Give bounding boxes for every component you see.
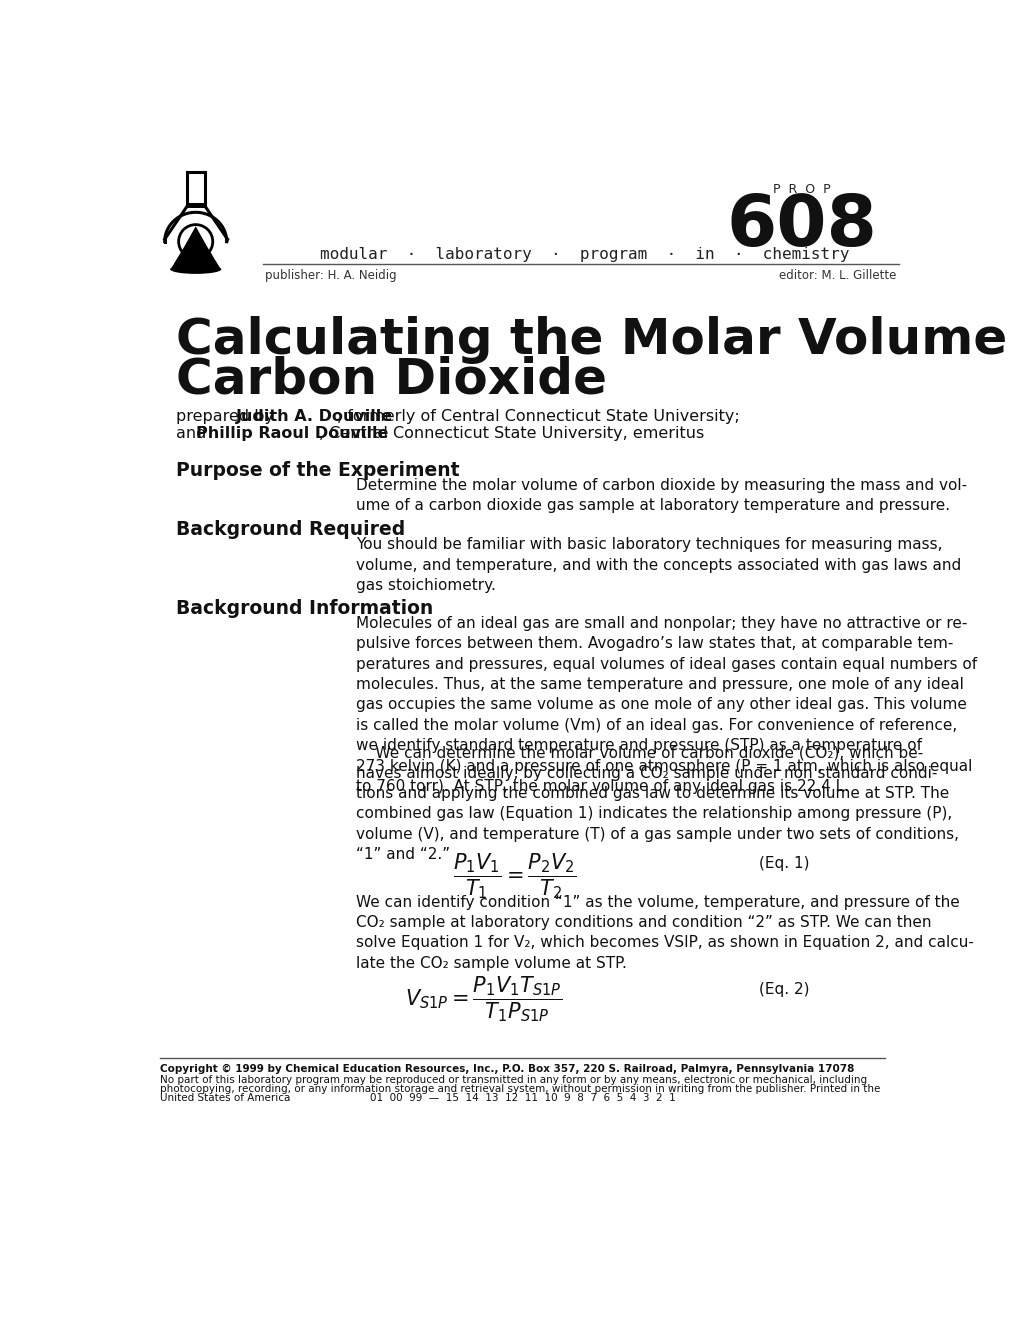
- Text: and: and: [175, 426, 211, 441]
- Text: Calculating the Molar Volume of: Calculating the Molar Volume of: [175, 317, 1019, 364]
- Text: Molecules of an ideal gas are small and nonpolar; they have no attractive or re-: Molecules of an ideal gas are small and …: [356, 615, 976, 795]
- Text: photocopying, recording, or any information storage and retrieval system, withou: photocopying, recording, or any informat…: [160, 1084, 879, 1094]
- Text: Copyright © 1999 by Chemical Education Resources, Inc., P.O. Box 357, 220 S. Rai: Copyright © 1999 by Chemical Education R…: [160, 1064, 854, 1074]
- Text: modular  ·  laboratory  ·  program  ·  in  ·  chemistry: modular · laboratory · program · in · ch…: [320, 247, 849, 261]
- Polygon shape: [185, 226, 206, 244]
- Text: Purpose of the Experiment: Purpose of the Experiment: [175, 461, 459, 480]
- Text: Judith A. Douville: Judith A. Douville: [235, 409, 392, 425]
- Text: $\dfrac{P_1V_1}{T_1} = \dfrac{P_2V_2}{T_2}$: $\dfrac{P_1V_1}{T_1} = \dfrac{P_2V_2}{T_…: [452, 851, 576, 902]
- Text: $V_{S1P} = \dfrac{P_1V_1T_{S1P}}{T_1P_{S1P}}$: $V_{S1P} = \dfrac{P_1V_1T_{S1P}}{T_1P_{S…: [405, 974, 562, 1024]
- Text: publisher: H. A. Neidig: publisher: H. A. Neidig: [265, 268, 396, 281]
- Text: Phillip Raoul Douville: Phillip Raoul Douville: [196, 426, 387, 441]
- Text: No part of this laboratory program may be reproduced or transmitted in any form : No part of this laboratory program may b…: [160, 1074, 866, 1085]
- Text: editor: M. L. Gillette: editor: M. L. Gillette: [779, 268, 896, 281]
- Text: , formerly of Central Connecticut State University;: , formerly of Central Connecticut State …: [336, 409, 739, 425]
- Text: (Eq. 2): (Eq. 2): [758, 982, 809, 998]
- Text: 01  00  99  —  15  14  13  12  11  10  9  8  7  6  5  4  3  2  1: 01 00 99 — 15 14 13 12 11 10 9 8 7 6 5 4…: [370, 1093, 675, 1104]
- Text: You should be familiar with basic laboratory techniques for measuring mass,
volu: You should be familiar with basic labora…: [356, 537, 961, 593]
- Bar: [187, 203, 205, 207]
- Text: P  R  O  P: P R O P: [772, 183, 829, 197]
- Ellipse shape: [170, 264, 221, 273]
- Text: , Central Connecticut State University, emeritus: , Central Connecticut State University, …: [319, 426, 703, 441]
- Text: Background Required: Background Required: [175, 520, 405, 540]
- Text: We can identify condition “1” as the volume, temperature, and pressure of the
CO: We can identify condition “1” as the vol…: [356, 895, 973, 970]
- Text: (Eq. 1): (Eq. 1): [758, 855, 809, 871]
- Text: We can determine the molar volume of carbon dioxide (CO₂), which be-
haves almos: We can determine the molar volume of car…: [356, 744, 958, 862]
- Text: 608: 608: [726, 193, 876, 261]
- Polygon shape: [170, 227, 221, 271]
- Text: prepared by: prepared by: [175, 409, 278, 425]
- Text: Carbon Dioxide: Carbon Dioxide: [175, 355, 606, 404]
- Text: United States of America: United States of America: [160, 1093, 290, 1104]
- Text: Background Information: Background Information: [175, 599, 432, 618]
- Text: Determine the molar volume of carbon dioxide by measuring the mass and vol-
ume : Determine the molar volume of carbon dio…: [356, 478, 966, 513]
